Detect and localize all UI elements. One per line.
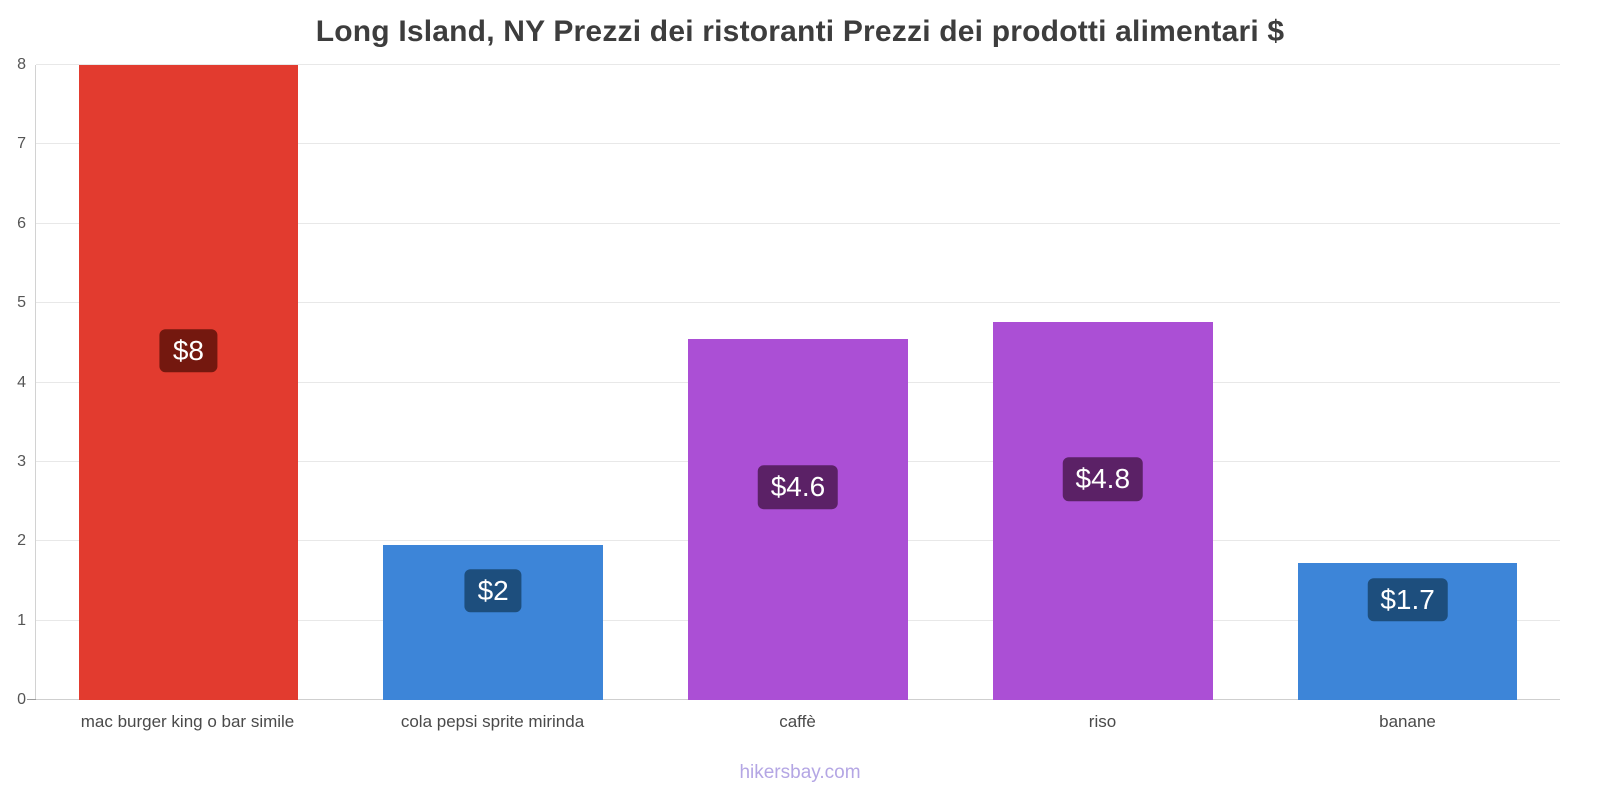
- bar-column-0: $8: [36, 65, 341, 700]
- gridline-6: [36, 222, 1560, 224]
- bar-column-2: $4.6: [646, 65, 951, 700]
- bar-2: $4.6: [688, 338, 908, 700]
- gridline-7: [36, 143, 1560, 145]
- bar-value-label-3: $4.8: [1062, 457, 1144, 501]
- y-tick-label-0: 0: [17, 691, 26, 708]
- x-category-label-3: riso: [1088, 712, 1117, 731]
- bar-1: $2: [383, 545, 603, 700]
- bar-0: $8: [78, 65, 299, 700]
- bar-columns: $8 $2 $4.6 $4.8 $1.7: [36, 65, 1560, 700]
- y-axis: 0 1 2 3 4 5 6 7 8: [0, 56, 26, 708]
- watermark: hikersbay.com: [739, 762, 861, 783]
- bar-value-label-0: $8: [159, 328, 217, 373]
- x-category-label-0: mac burger king o bar simile: [80, 712, 295, 731]
- bar-column-4: $1.7: [1255, 65, 1560, 700]
- bar-column-3: $4.8: [950, 65, 1255, 700]
- plot-area: $8 $2 $4.6 $4.8 $1.7: [27, 64, 1560, 700]
- bar-3: $4.8: [993, 322, 1213, 700]
- gridline-5: [36, 302, 1560, 304]
- bar-value-label-2: $4.6: [757, 465, 839, 510]
- chart-title: Long Island, NY Prezzi dei ristoranti Pr…: [315, 15, 1285, 48]
- bar-column-1: $2: [341, 65, 646, 700]
- y-tick-label-8: 8: [17, 56, 26, 73]
- x-category-label-2: caffè: [779, 712, 816, 731]
- bar-value-label-1: $2: [464, 568, 522, 613]
- y-tick-label-7: 7: [17, 135, 26, 153]
- x-category-label-1: cola pepsi sprite mirinda: [400, 712, 585, 731]
- y-tick-label-5: 5: [17, 294, 26, 312]
- y-tick-label-1: 1: [17, 611, 26, 629]
- bar-value-label-4: $1.7: [1367, 577, 1448, 622]
- y-tick-label-4: 4: [17, 373, 26, 391]
- y-tick-label-2: 2: [17, 532, 26, 550]
- x-category-label-4: banane: [1379, 712, 1436, 731]
- bar-4: $1.7: [1297, 563, 1518, 700]
- gridline-8: [36, 64, 1560, 65]
- y-tick-label-6: 6: [17, 214, 26, 232]
- x-axis-labels: mac burger king o bar simile cola pepsi s…: [35, 712, 1560, 732]
- y-tick-label-3: 3: [17, 452, 26, 470]
